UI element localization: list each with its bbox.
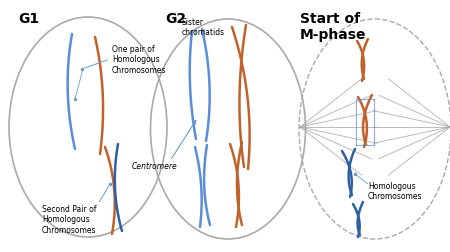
Text: Second Pair of
Homologous
Chromosomes: Second Pair of Homologous Chromosomes [42, 204, 96, 234]
Text: G2: G2 [165, 12, 186, 26]
Text: One pair of
Homologous
Chromosomes: One pair of Homologous Chromosomes [112, 45, 166, 75]
Text: Homologous
Chromosomes: Homologous Chromosomes [368, 181, 423, 201]
Text: Centromere: Centromere [132, 161, 178, 170]
Text: Start of
M-phase: Start of M-phase [300, 12, 366, 42]
Text: G1: G1 [18, 12, 39, 26]
Text: Sister
chromatids: Sister chromatids [182, 18, 225, 37]
